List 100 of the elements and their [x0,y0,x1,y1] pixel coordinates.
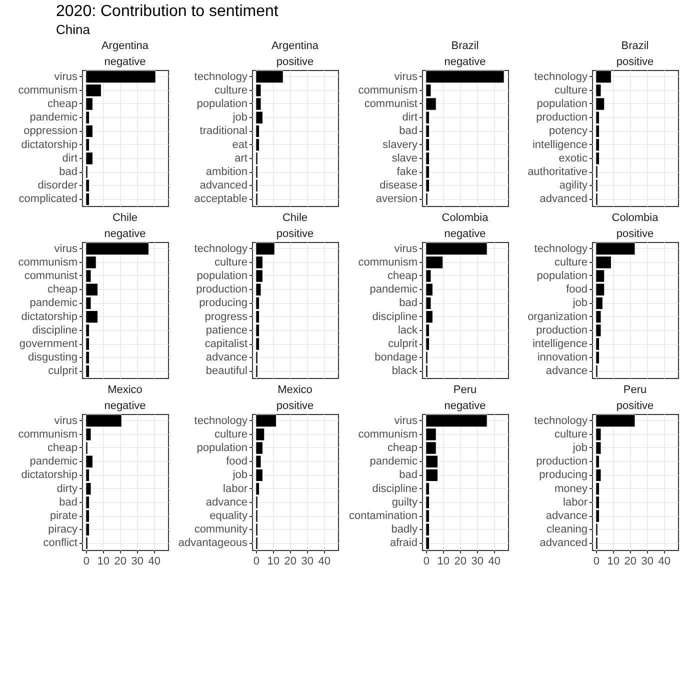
y-tick-label: population [536,270,588,282]
y-tick-label: acceptable [194,193,248,206]
x-tick-label: 40 [658,556,671,568]
chart-title: Brazil [451,40,479,52]
y-tick-label: technology [534,70,588,83]
y-tick-label: production [536,112,588,124]
chart-subtitle: negative [444,56,486,68]
y-tick-label: beautiful [206,365,248,378]
y-tick-label: complicated [18,193,78,206]
y-tick-label: intelligence [532,338,588,350]
y-tick-label: culture [554,84,588,96]
y-tick-label: dictatorship [21,469,78,482]
x-tick-label: 10 [607,556,620,568]
y-tick-label: food [226,456,248,468]
y-tick-label: innovation [537,352,588,364]
y-tick-label: exotic [558,152,588,164]
y-tick-label: advanced [540,537,588,550]
y-tick-label: virus [54,242,78,255]
y-tick-label: slavery [382,138,418,151]
y-tick-label: advance [206,496,248,508]
y-tick-label: virus [394,70,418,83]
y-tick-label: guilty [392,496,418,508]
x-tick-label: 10 [267,556,280,568]
y-tick-label: advanced [540,193,588,206]
y-tick-label: communism [18,84,78,96]
x-tick-label: 20 [454,556,467,568]
y-tick-label: equality [210,510,248,522]
text: China [56,21,91,38]
y-tick-label: potency [548,125,588,138]
y-tick-label: capitalist [204,338,248,350]
y-tick-label: bad [399,125,418,138]
chart-title: Mexico [278,384,312,396]
chart-title: Argentina [271,40,320,52]
chart-title: Chile [282,212,308,224]
y-tick-label: eat [232,138,248,151]
y-tick-label: bad [59,496,78,508]
y-tick-label: agility [559,180,588,192]
y-tick-label: dictatorship [21,310,78,323]
y-tick-label: discipline [32,324,78,336]
chart-subtitle: positive [616,56,654,68]
y-tick-label: contamination [349,510,418,522]
y-tick-label: communism [18,428,78,440]
y-tick-label: money [554,482,588,495]
y-tick-label: culture [554,428,588,440]
x-tick-label: 20 [284,556,297,568]
y-tick-label: dirt [62,152,78,164]
chart-subtitle: negative [104,228,146,240]
y-tick-label: advance [546,365,588,378]
chart-subtitle: positive [276,400,314,412]
x-tick-label: 40 [148,556,161,568]
chart-subtitle: negative [104,400,146,412]
y-tick-label: advantageous [178,537,248,550]
y-tick-label: technology [194,414,248,427]
x-tick-label: 30 [301,556,314,568]
y-tick-label: lack [398,324,418,336]
y-tick-label: bad [399,469,418,482]
y-tick-label: production [196,284,248,296]
y-tick-label: communist [24,270,78,282]
y-tick-label: community [194,524,248,536]
x-tick-label: 0 [593,556,600,568]
y-tick-label: discipline [372,482,418,495]
chart-title: Colombia [612,212,660,224]
y-tick-label: labor [223,482,248,495]
y-tick-label: production [536,456,588,468]
y-tick-label: population [196,442,248,454]
y-tick-label: dirt [402,112,418,124]
y-tick-label: aversion [376,193,418,206]
y-tick-label: virus [54,70,78,83]
y-tick-label: conflict [43,537,78,550]
y-tick-label: production [536,324,588,336]
y-tick-label: cheap [388,442,418,454]
y-tick-label: population [536,98,588,110]
y-tick-label: disease [380,180,418,192]
y-tick-label: piracy [48,524,78,536]
y-tick-label: afraid [390,537,418,550]
chart-title: Mexico [108,384,142,396]
y-tick-label: badly [391,524,418,536]
y-tick-label: technology [534,242,588,255]
x-tick-label: 20 [114,556,127,568]
text: 2020: Contribution to sentiment [56,2,280,21]
y-tick-label: slave [392,152,418,164]
y-tick-label: culture [554,256,588,268]
y-tick-label: bad [399,297,418,310]
y-tick-label: communism [18,256,78,268]
y-tick-label: pandemic [370,456,418,468]
x-tick-label: 30 [641,556,654,568]
y-tick-label: cheap [388,270,418,282]
x-tick-label: 20 [624,556,637,568]
y-tick-label: population [196,98,248,110]
y-tick-label: virus [394,242,418,255]
y-tick-label: ambition [206,166,248,178]
y-tick-label: technology [534,414,588,427]
y-tick-label: job [232,469,248,482]
y-tick-label: disorder [38,180,78,192]
y-tick-label: progress [204,310,248,323]
x-tick-label: 0 [423,556,430,568]
x-tick-label: 0 [253,556,260,568]
y-tick-label: pandemic [30,112,78,124]
x-tick-label: 30 [131,556,144,568]
chart-subtitle: negative [104,56,146,68]
